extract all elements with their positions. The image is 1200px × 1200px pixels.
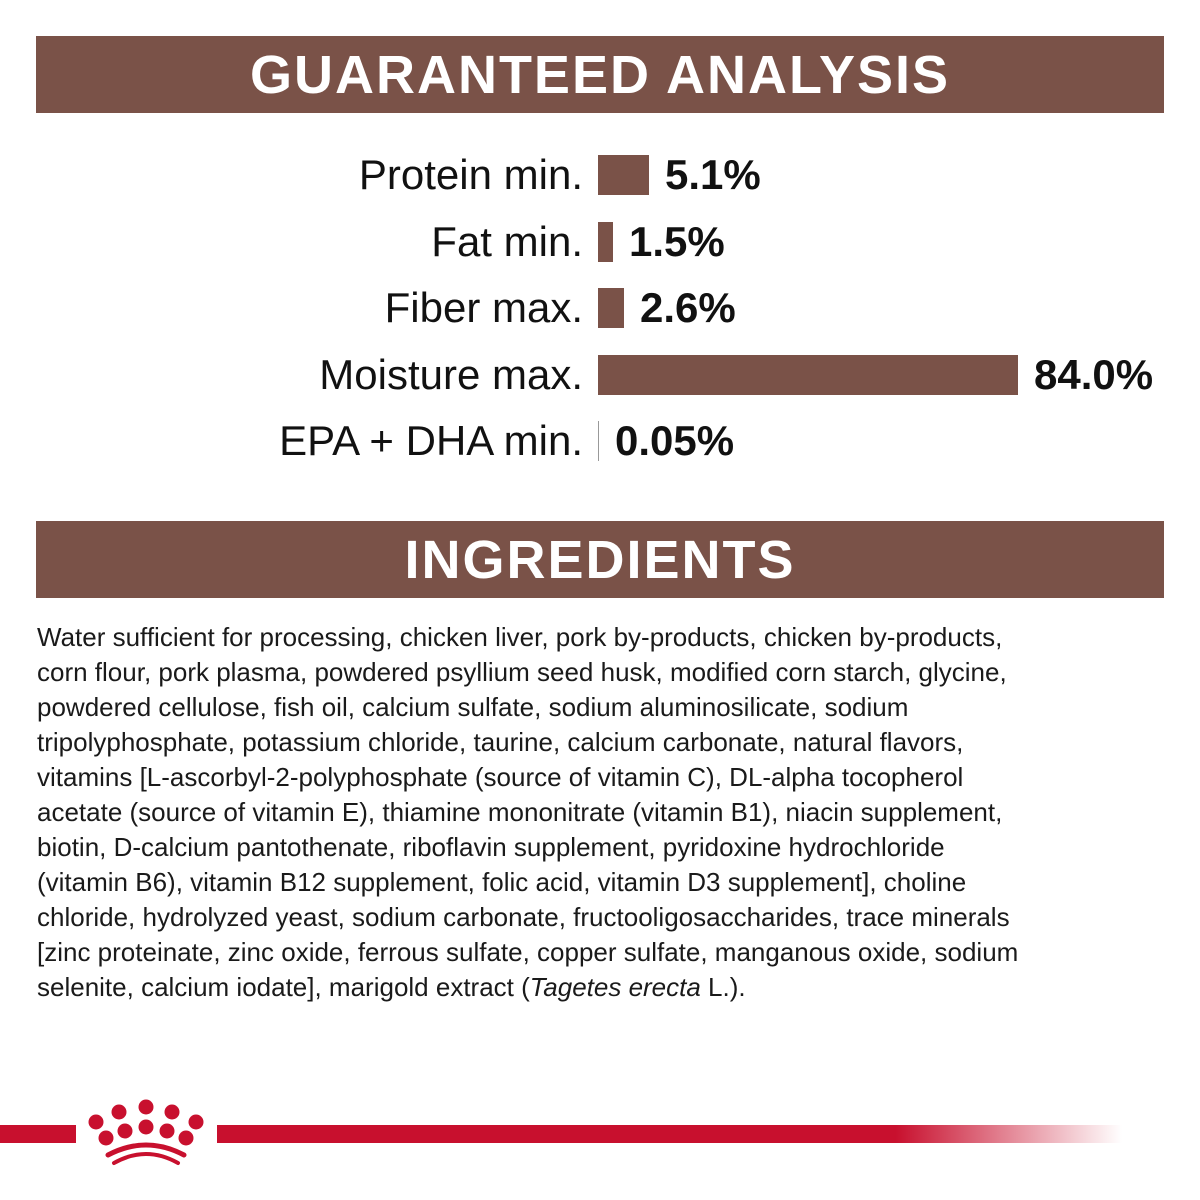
ingredients-text-part: selenite, calcium iodate], marigold extr…: [37, 972, 530, 1002]
nutrient-value: 84.0%: [1034, 350, 1154, 398]
guaranteed-analysis-header: GUARANTEED ANALYSIS: [36, 36, 1164, 113]
nutrient-label: Moisture max.: [319, 350, 583, 398]
nutrient-bar: [598, 221, 613, 262]
nutrient-bar: [598, 421, 599, 461]
brand-stripe-left: [0, 1125, 76, 1143]
ingredients-line: (vitamin B6), vitamin B12 supplement, fo…: [37, 867, 967, 897]
nutrient-bar: [598, 354, 1018, 395]
royal-canin-crown-icon: [88, 1099, 204, 1165]
ingredients-text-part: L.).: [700, 972, 746, 1002]
ingredients-line: chloride, hydrolyzed yeast, sodium carbo…: [37, 902, 1010, 932]
analysis-row: EPA + DHA min. 0.05%: [0, 411, 1200, 471]
ingredients-line: corn flour, pork plasma, powdered psylli…: [37, 657, 1007, 687]
guaranteed-analysis-title: GUARANTEED ANALYSIS: [249, 44, 951, 105]
ingredients-line: biotin, D-calcium pantothenate, riboflav…: [37, 832, 945, 862]
ingredients-line: acetate (source of vitamin E), thiamine …: [37, 797, 1003, 827]
nutrient-bar: [598, 155, 649, 195]
nutrient-label: Fiber max.: [384, 284, 583, 331]
ingredients-header: INGREDIENTS: [36, 521, 1164, 598]
nutrient-value: 2.6%: [640, 284, 736, 331]
nutrient-value: 1.5%: [629, 217, 725, 265]
nutrient-label: Protein min.: [358, 151, 583, 198]
brand-stripe-right: [217, 1125, 1122, 1143]
nutrient-value: 0.05%: [615, 417, 735, 464]
ingredients-line: vitamins [L-ascorbyl-2-polyphosphate (so…: [37, 762, 964, 792]
analysis-row: Fiber max. 2.6%: [0, 278, 1200, 338]
nutrient-value: 5.1%: [665, 151, 761, 198]
species-name: Tagetes erecta: [529, 972, 701, 1002]
ingredients-line: [zinc proteinate, zinc oxide, ferrous su…: [37, 937, 1019, 967]
nutrient-bar: [598, 288, 624, 328]
ingredients-line: Water sufficient for processing, chicken…: [37, 622, 1003, 652]
nutrient-label: EPA + DHA min.: [279, 417, 583, 464]
analysis-row: Protein min. 5.1%: [0, 145, 1200, 205]
ingredients-text: Water sufficient for processing, chicken…: [37, 620, 1018, 1005]
ingredients-line: selenite, calcium iodate], marigold extr…: [37, 970, 1018, 1005]
nutrient-label: Fat min.: [431, 217, 583, 265]
analysis-row: Fat min. 1.5%: [0, 212, 1200, 272]
ingredients-title: INGREDIENTS: [404, 529, 796, 590]
analysis-row: Moisture max. 84.0%: [0, 345, 1200, 405]
ingredients-line: powdered cellulose, fish oil, calcium su…: [37, 692, 909, 722]
ingredients-line: tripolyphosphate, potassium chloride, ta…: [37, 727, 964, 757]
ingredients-lines: Water sufficient for processing, chicken…: [37, 620, 1018, 970]
